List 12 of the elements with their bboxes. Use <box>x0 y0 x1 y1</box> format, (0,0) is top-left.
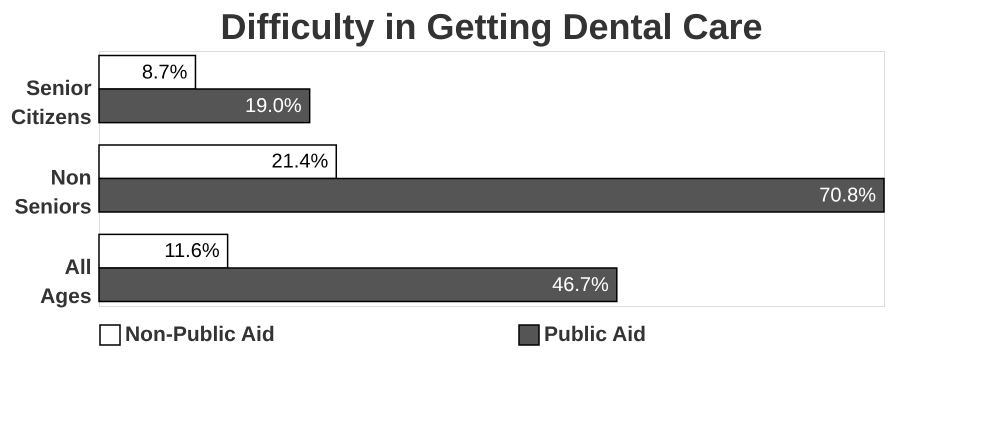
y-tick-label: Senior Citizens <box>10 77 92 130</box>
y-tick-label: All Ages <box>40 256 92 308</box>
data-label: 19.0% <box>244 94 302 117</box>
data-label: 46.7% <box>552 274 609 296</box>
legend-label: Non-Public Aid <box>125 323 275 346</box>
y-tick-label: Non Seniors <box>14 166 92 218</box>
data-label: 70.8% <box>819 184 876 206</box>
data-label: 11.6% <box>164 240 220 262</box>
data-label: 21.4% <box>272 150 328 173</box>
legend-label: Public Aid <box>544 323 646 346</box>
data-label: 8.7% <box>142 61 188 84</box>
chart-title: Difficulty in Getting Dental Care <box>220 6 763 47</box>
